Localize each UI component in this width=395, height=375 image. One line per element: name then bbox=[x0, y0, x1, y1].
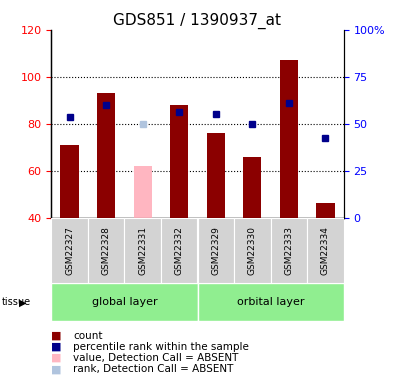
Text: count: count bbox=[73, 331, 103, 340]
Text: ■: ■ bbox=[51, 331, 62, 340]
Bar bbox=[51, 217, 88, 283]
Bar bbox=[207, 133, 225, 218]
Bar bbox=[97, 93, 115, 218]
Title: GDS851 / 1390937_at: GDS851 / 1390937_at bbox=[113, 12, 282, 28]
Bar bbox=[234, 217, 271, 283]
Text: ■: ■ bbox=[51, 342, 62, 352]
Text: value, Detection Call = ABSENT: value, Detection Call = ABSENT bbox=[73, 353, 239, 363]
Text: rank, Detection Call = ABSENT: rank, Detection Call = ABSENT bbox=[73, 364, 233, 374]
Bar bbox=[280, 60, 298, 217]
Bar bbox=[124, 217, 161, 283]
Text: GSM22334: GSM22334 bbox=[321, 226, 330, 275]
Text: ■: ■ bbox=[51, 364, 62, 374]
Text: GSM22328: GSM22328 bbox=[102, 226, 111, 275]
Bar bbox=[271, 217, 307, 283]
Bar bbox=[198, 217, 234, 283]
Bar bbox=[307, 217, 344, 283]
Bar bbox=[88, 217, 124, 283]
Bar bbox=[51, 283, 198, 321]
Text: tissue: tissue bbox=[2, 297, 31, 307]
Text: orbital layer: orbital layer bbox=[237, 297, 304, 307]
Text: global layer: global layer bbox=[92, 297, 157, 307]
Bar bbox=[170, 105, 188, 218]
Text: GSM22330: GSM22330 bbox=[248, 226, 257, 275]
Text: GSM22329: GSM22329 bbox=[211, 226, 220, 275]
Text: GSM22332: GSM22332 bbox=[175, 226, 184, 275]
Text: GSM22331: GSM22331 bbox=[138, 226, 147, 275]
Text: GSM22327: GSM22327 bbox=[65, 226, 74, 275]
Text: percentile rank within the sample: percentile rank within the sample bbox=[73, 342, 249, 352]
Bar bbox=[60, 145, 79, 218]
Bar bbox=[134, 166, 152, 218]
Text: GSM22333: GSM22333 bbox=[284, 226, 293, 275]
Bar bbox=[316, 203, 335, 217]
Bar bbox=[198, 283, 344, 321]
Bar bbox=[161, 217, 198, 283]
Text: ■: ■ bbox=[51, 353, 62, 363]
Text: ▶: ▶ bbox=[19, 298, 26, 307]
Bar bbox=[243, 157, 261, 218]
